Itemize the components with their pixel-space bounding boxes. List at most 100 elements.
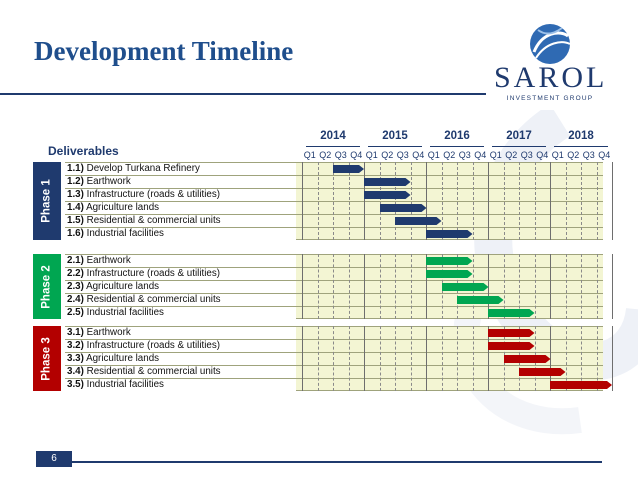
quarter-label: Q2 xyxy=(443,150,456,160)
deliverable-number: 3.2) xyxy=(67,340,84,351)
row-label-cell xyxy=(65,281,296,293)
quarter-gridline xyxy=(488,254,489,319)
deliverable-label: 1.2) Earthwork xyxy=(67,176,131,188)
quarter-gridline xyxy=(426,254,427,319)
quarter-gridline xyxy=(581,254,582,319)
quarter-gridline xyxy=(426,326,427,391)
deliverable-row: 3.2) Infrastructure (roads & utilities) xyxy=(65,339,603,352)
year-underline xyxy=(368,146,422,147)
quarter-gridline xyxy=(333,326,334,391)
timeline-bar xyxy=(395,217,442,225)
quarter-gridline xyxy=(457,162,458,240)
quarter-label: Q3 xyxy=(396,150,409,160)
quarter-label: Q2 xyxy=(505,150,518,160)
quarter-gridline xyxy=(364,162,365,240)
deliverable-row: 3.3) Agriculture lands xyxy=(65,352,603,365)
quarter-gridline xyxy=(426,162,427,240)
quarter-gridline xyxy=(348,254,350,319)
quarter-gridline xyxy=(302,162,303,240)
deliverable-row: 1.2) Earthwork xyxy=(65,175,603,188)
logo-tagline: INVESTMENT GROUP xyxy=(506,95,594,102)
phase-label-text: Phase 1 xyxy=(41,179,54,223)
deliverable-label: 1.5) Residential & commercial units xyxy=(67,215,221,227)
quarter-gridline xyxy=(565,162,567,240)
quarter-gridline xyxy=(317,162,319,240)
row-label-cell xyxy=(65,340,296,352)
row-label-cell xyxy=(65,327,296,339)
quarter-label: Q4 xyxy=(598,150,611,160)
globe-swirl-icon xyxy=(530,24,571,64)
year-label: 2014 xyxy=(320,130,346,142)
logo-wordmark: SAROL xyxy=(494,61,608,94)
deliverable-number: 1.1) xyxy=(67,163,84,174)
quarter-gridline xyxy=(302,254,303,319)
quarter-label: Q2 xyxy=(567,150,580,160)
row-label-cell xyxy=(65,228,296,240)
deliverable-number: 2.4) xyxy=(67,294,84,305)
deliverable-number: 1.5) xyxy=(67,215,84,226)
phase-label: Phase 3 xyxy=(33,326,61,391)
deliverable-row: 2.2) Infrastructure (roads & utilities) xyxy=(65,267,603,280)
deliverable-row: 3.4) Residential & commercial units xyxy=(65,365,603,378)
deliverable-label: 1.1) Develop Turkana Refinery xyxy=(67,163,200,175)
deliverable-label: 2.3) Agriculture lands xyxy=(67,281,159,293)
deliverable-number: 1.4) xyxy=(67,202,84,213)
deliverable-label: 2.2) Infrastructure (roads & utilities) xyxy=(67,268,220,280)
deliverable-text: Earthwork xyxy=(86,327,131,338)
page-number: 6 xyxy=(36,451,72,467)
deliverable-label: 1.6) Industrial facilities xyxy=(67,228,164,240)
year-underline xyxy=(554,146,608,147)
row-label-cell xyxy=(65,176,296,188)
quarter-gridline xyxy=(581,326,582,391)
phase-label: Phase 2 xyxy=(33,254,61,319)
page-title: Development Timeline xyxy=(34,36,294,66)
quarter-gridline xyxy=(488,162,489,240)
quarter-gridline xyxy=(302,326,303,391)
deliverable-label: 2.5) Industrial facilities xyxy=(67,307,164,319)
year-underline xyxy=(492,146,546,147)
quarter-gridline xyxy=(612,162,613,240)
row-label-cell xyxy=(65,189,296,201)
deliverable-number: 2.1) xyxy=(67,255,84,266)
quarter-label: Q2 xyxy=(319,150,332,160)
row-label-cell xyxy=(65,307,296,319)
year-underline xyxy=(430,146,484,147)
timeline-bar xyxy=(550,381,612,389)
quarter-gridline xyxy=(519,162,520,240)
year-label: 2015 xyxy=(382,130,408,142)
quarter-gridline xyxy=(550,254,551,319)
quarter-label: Q1 xyxy=(551,150,564,160)
quarter-gridline xyxy=(395,254,396,319)
deliverable-label: 3.1) Earthwork xyxy=(67,327,131,339)
title-divider xyxy=(0,93,486,95)
deliverable-row: 3.5) Industrial facilities xyxy=(65,378,603,391)
quarter-gridline xyxy=(364,254,365,319)
quarter-gridline xyxy=(457,326,458,391)
deliverables-header: Deliverables xyxy=(48,144,119,158)
deliverable-number: 3.3) xyxy=(67,353,84,364)
quarter-gridline xyxy=(519,254,520,319)
deliverable-text: Industrial facilities xyxy=(86,379,164,390)
quarter-gridline xyxy=(317,254,319,319)
deliverable-number: 2.5) xyxy=(67,307,84,318)
deliverable-label: 2.4) Residential & commercial units xyxy=(67,294,221,306)
footer-divider xyxy=(72,461,602,463)
quarter-gridline xyxy=(395,162,396,240)
deliverable-label: 3.5) Industrial facilities xyxy=(67,379,164,391)
quarter-label: Q3 xyxy=(520,150,533,160)
year-label: 2018 xyxy=(568,130,594,142)
quarter-gridline xyxy=(550,326,551,391)
phase-label-text: Phase 3 xyxy=(41,336,54,381)
quarter-gridline xyxy=(612,326,613,391)
quarter-label: Q3 xyxy=(582,150,595,160)
deliverable-label: 3.4) Residential & commercial units xyxy=(67,366,221,378)
timeline-bar xyxy=(333,165,364,173)
deliverable-number: 3.1) xyxy=(67,327,84,338)
timeline-bar xyxy=(364,178,411,186)
deliverable-label: 3.3) Agriculture lands xyxy=(67,353,159,365)
timeline-bar xyxy=(488,309,535,317)
timeline-bar xyxy=(426,257,473,265)
quarter-label: Q3 xyxy=(458,150,471,160)
quarter-gridline xyxy=(441,162,443,240)
deliverable-row: 2.1) Earthwork xyxy=(65,254,603,267)
